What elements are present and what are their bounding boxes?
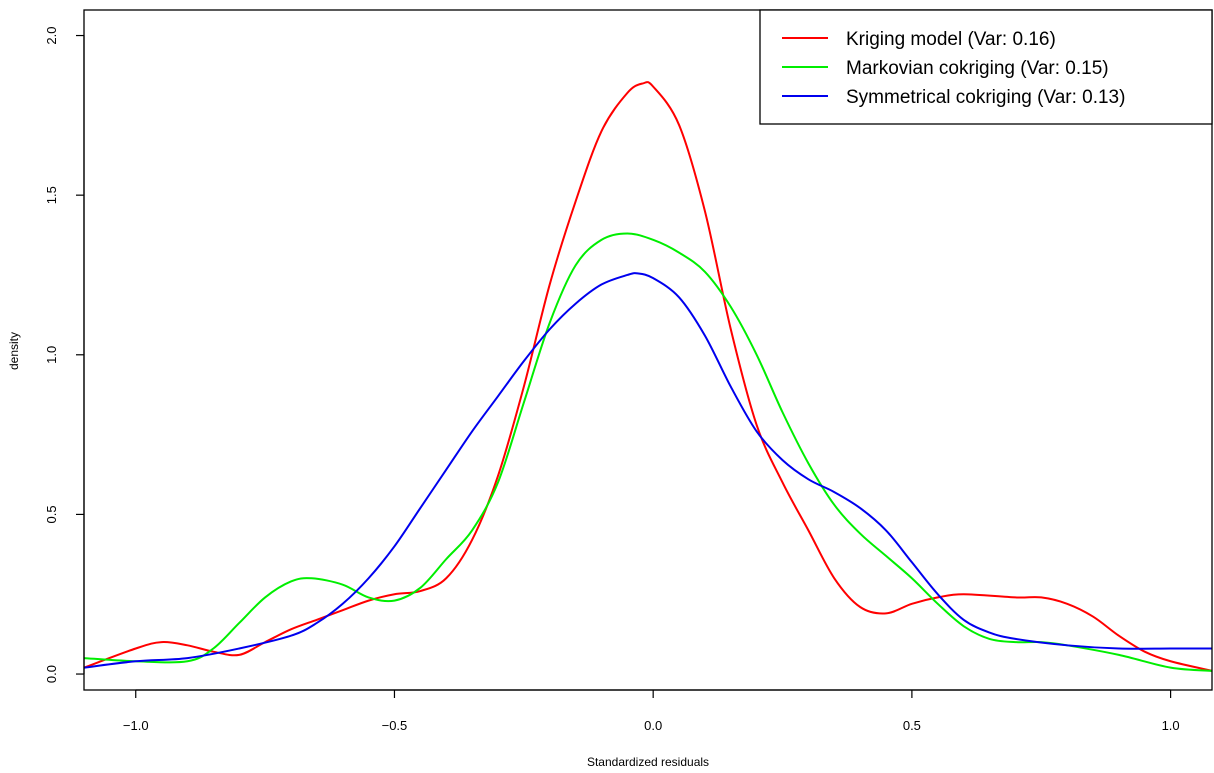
legend-label: Kriging model (Var: 0.16)	[846, 29, 1056, 50]
y-tick-label: 0.0	[44, 665, 59, 683]
y-tick-label: 1.0	[44, 346, 59, 364]
x-tick-label: −0.5	[382, 718, 408, 733]
x-tick-label: 0.0	[644, 718, 662, 733]
x-tick-label: −1.0	[123, 718, 149, 733]
y-tick-label: 2.0	[44, 27, 59, 45]
y-tick-label: 1.5	[44, 186, 59, 204]
x-tick-label: 1.0	[1162, 718, 1180, 733]
x-tick-label: 0.5	[903, 718, 921, 733]
y-tick-label: 0.5	[44, 505, 59, 523]
legend: Kriging model (Var: 0.16) Markovian cokri…	[760, 10, 1212, 124]
x-axis-title: Standardized residuals	[587, 755, 709, 769]
y-axis-title: density	[7, 332, 21, 370]
legend-label: Markovian cokriging (Var: 0.15)	[846, 58, 1109, 79]
legend-label: Symmetrical cokriging (Var: 0.13)	[846, 87, 1125, 108]
